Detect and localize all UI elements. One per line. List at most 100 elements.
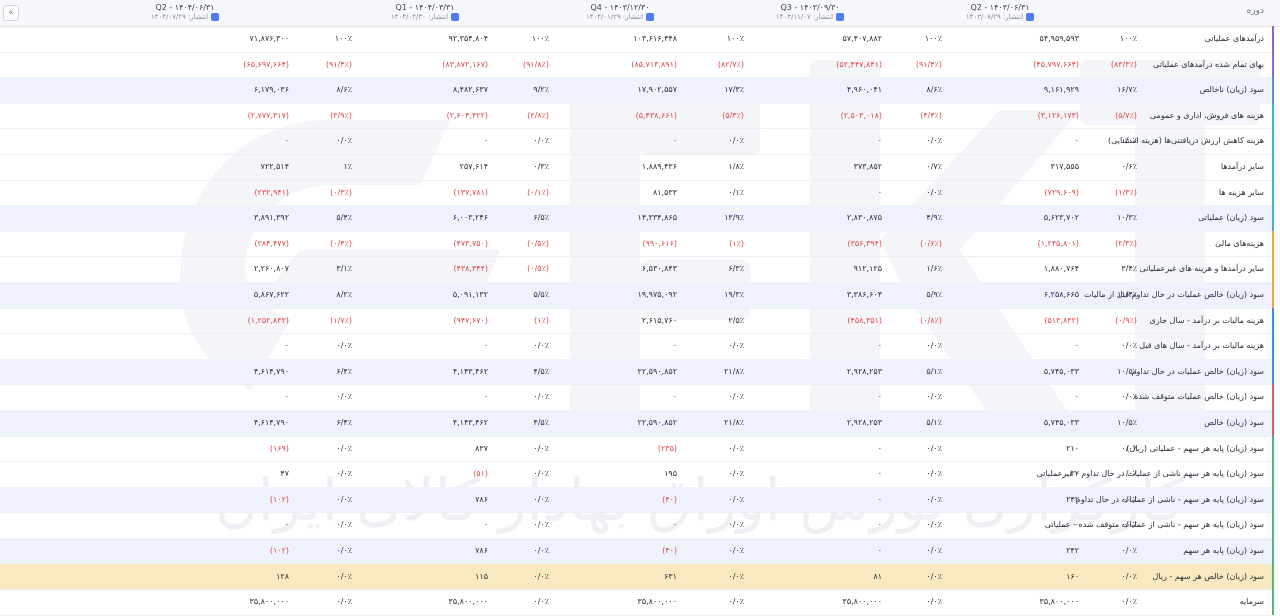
cell-percent: ۰/۰٪ (533, 136, 549, 146)
table-row[interactable]: سود (زیان) خالص عملیات در حال تداوم قبل … (0, 282, 1274, 309)
cell-percent: (۲/۳٪) (1115, 238, 1137, 248)
table-row[interactable]: سود (زیان) پایه هر سهم ناشی از عملیات در… (0, 461, 1274, 488)
row-label: سایر هزینه ها (1218, 187, 1264, 197)
cell-percent: ۰/۰٪ (336, 341, 352, 351)
cell-value: (۵۱) (473, 469, 488, 479)
cell-value: (۳۵۶,۳۹۴) (847, 238, 882, 248)
column-header-0[interactable]: Q2 - ۱۴۰۴/۰۶/۳۱ انتشار: ۱۴۰۴/۰۷/۲۹ (90, 3, 280, 22)
cell-value: ۰ (483, 341, 488, 351)
cell-value: ۰ (672, 341, 677, 351)
table-row[interactable]: بهای تمام شده درآمدهای عملیاتی (۸۳/۳٪) (۴۵… (0, 51, 1274, 79)
cell-value: ۱۴,۳۳۴,۸۶۵ (637, 213, 677, 223)
cell-percent: ۰/۰٪ (336, 520, 352, 530)
cell-value: ۰ (483, 136, 488, 146)
row-label: درآمدهای عملیاتی (1204, 34, 1264, 43)
column-header-4[interactable]: Q2 - ۱۴۰۳/۰۶/۳۱ انتشار: ۱۴۰۳/۰۷/۲۹ (905, 3, 1095, 22)
cell-percent: ۰/۰٪ (533, 443, 549, 453)
table-row[interactable]: سود (زیان) عملیاتی ۱۰/۳٪ ۵,۶۲۳,۷۰۲ ۴/۹٪ ۲,۸۳… (0, 205, 1274, 232)
cell-value: ۲,۹۲۸,۲۵۳ (846, 366, 882, 376)
column-header-3[interactable]: Q3 - ۱۴۰۳/۰۹/۳۰ انتشار: ۱۴۰۳/۱۱/۰۷ (715, 3, 905, 22)
table-row[interactable]: سایر درآمدها ۰/۶٪ ۳۱۷,۵۵۵ ۰/۷٪ ۳۷۳,۸۵۲ ۱/۸٪ ۱,… (0, 154, 1274, 181)
column-header-1[interactable]: Q1 - ۱۴۰۴/۰۳/۳۱ انتشار: ۱۴۰۴/۰۴/۳۰ (330, 3, 520, 22)
cell-percent: ۱۰/۵٪ (1117, 366, 1137, 376)
cell-percent: ۰/۰٪ (336, 546, 352, 555)
row-label: سایر درآمدها (1220, 162, 1264, 171)
cell-value: ۵۴,۹۵۹,۵۹۳ (1039, 34, 1079, 43)
cell-percent: (۹۱/۸٪) (522, 59, 549, 69)
table-row[interactable]: سود (زیان) خالص ۱۰/۵٪ ۵,۷۴۵,۰۳۳ ۵/۱٪ ۲,۹۲۸,۲… (0, 410, 1274, 437)
cell-value: ۸,۴۸۲,۶۳۷ (452, 85, 488, 95)
cell-value: (۲,۵۰۳,۰۱۸) (840, 110, 882, 120)
table-row[interactable]: سود (زیان) ناخالص ۱۶/۷٪ ۹,۱۶۱,۹۲۹ ۸/۶٪ ۴,۹۶۰… (0, 77, 1274, 104)
table-row[interactable]: سود (زیان) خالص عملیات در حال تداوم ۱۰/۵٪… (0, 358, 1274, 386)
cell-percent: ۰/۰٪ (1121, 520, 1137, 530)
cell-percent: ۱٪ (343, 162, 352, 171)
cell-value: ۶۳۱ (664, 571, 677, 581)
cell-value: ۰ (284, 520, 289, 530)
table-row[interactable]: هزینه مالیات بر درآمد - سال های قبل ۰/۰٪ ۰… (0, 333, 1274, 360)
row-accent-bar (1272, 410, 1274, 436)
cell-value: ۰ (877, 187, 882, 197)
row-accent-bar (1272, 538, 1274, 564)
table-row[interactable]: هزینه کاهش ارزش دریافتنی‌ها (هزینه استثن… (0, 128, 1274, 155)
table-row[interactable]: سود (زیان) خالص عملیات متوقف شده ۰/۰٪ ۰ ۰/۰… (0, 384, 1274, 411)
table-row[interactable]: درآمدهای عملیاتی ۱۰۰٪ ۵۴,۹۵۹,۵۹۳ ۱۰۰٪ ۵۷,۴۰۷… (0, 26, 1274, 53)
cell-percent: (۰/۳٪) (330, 187, 352, 197)
cell-value: ۱,۸۸۰,۷۶۴ (1043, 264, 1079, 274)
table-row[interactable]: سرمایه ۰/۰٪ ۳۵,۸۰۰,۰۰۰ ۰/۰٪ ۳۵,۸۰۰,۰۰۰ ۰/۰٪ ۳۵… (0, 589, 1274, 616)
cell-value: ۲۲,۵۹۰,۸۵۲ (637, 366, 677, 376)
column-publish-date: انتشار: ۱۴۰۳/۰۷/۲۹ (905, 12, 1095, 22)
table-row[interactable]: سود (زیان) پایه هر سهم - عملیاتی (ریال) ۰… (0, 435, 1274, 463)
column-header-2[interactable]: Q4 - ۱۴۰۳/۱۲/۳۰ انتشار: ۱۴۰۴/۰۱/۲۹ (525, 3, 715, 22)
cell-percent: ۶/۴٪ (336, 418, 352, 427)
row-label: سود (زیان) خالص عملیات متوقف شده (1134, 392, 1264, 402)
publish-date-text: انتشار: ۱۴۰۳/۱۱/۰۷ (775, 13, 834, 21)
cell-value: ۹۱۲,۱۲۵ (853, 264, 882, 274)
cell-value: ۹۲,۳۵۴,۸۰۴ (448, 34, 488, 43)
table-row[interactable]: سود (زیان) پایه هر سهم - ناشی از عملیات … (0, 512, 1274, 539)
cell-percent: ۰/۰٪ (336, 469, 352, 479)
cell-percent: ۰/۰٪ (926, 392, 942, 402)
collapse-icon[interactable]: « (3, 5, 19, 21)
table-row[interactable]: سود (زیان) خالص هر سهم - ریال ۰/۰٪ ۱۶۰ ۰/۰٪… (0, 563, 1274, 591)
cell-percent: ۱۰/۳٪ (1117, 213, 1137, 223)
table-row[interactable]: سایر درآمدها و هزینه های غیرعملیاتی ۳/۴٪ ۱… (0, 256, 1274, 283)
cell-percent: ۰/۰٪ (1121, 341, 1137, 351)
cell-value: ۲۲,۵۹۰,۸۵۲ (637, 418, 677, 427)
cell-percent: ۰/۰٪ (336, 136, 352, 146)
row-accent-bar (1272, 205, 1274, 231)
row-accent-bar (1272, 179, 1274, 206)
cell-percent: ۴/۵٪ (533, 366, 549, 376)
table-row[interactable]: هزینه‌های مالی (۲/۳٪) (۱,۲۴۵,۸۰۱) (۰/۶٪) (۳۵… (0, 230, 1274, 258)
cell-value: ۰ (1074, 341, 1079, 351)
cell-value: ۵۷,۴۰۷,۸۸۲ (842, 34, 882, 43)
cell-percent: ۰/۰٪ (1121, 443, 1137, 453)
cell-value: (۵۱۳,۸۳۲) (1044, 315, 1079, 325)
row-label: سایر درآمدها و هزینه های غیرعملیاتی (1139, 264, 1264, 274)
table-row[interactable]: هزینه مالیات بر درآمد - سال جاری (۰/۹٪) (۵… (0, 307, 1274, 335)
cell-percent: ۱۱/۴٪ (1117, 290, 1137, 299)
cell-percent: (۰/۹٪) (1115, 315, 1137, 325)
cell-value: ۵,۶۲۳,۷۰۲ (1043, 213, 1079, 223)
table-row[interactable]: سود (زیان) پایه هر سهم ۰/۰٪ ۲۴۲ ۰/۰٪ ۰ ۰/۰٪ (۴… (0, 538, 1274, 565)
cell-value: ۰ (672, 392, 677, 402)
row-label: سود (زیان) خالص (1204, 418, 1264, 427)
cell-value: ۰ (284, 341, 289, 351)
cell-percent: ۴/۹٪ (926, 213, 942, 223)
table-row[interactable]: هزینه های فروش، اداری و عمومی (۵/۷٪) (۳,۱۲… (0, 102, 1274, 130)
cell-value: ۴,۶۱۴,۷۹۰ (253, 418, 289, 427)
cell-value: (۳,۱۲۶,۱۷۳) (1037, 110, 1079, 120)
cell-percent: (۱/۷٪) (330, 315, 352, 325)
table-row[interactable]: سایر هزینه ها (۱/۳٪) (۷۲۹,۶۰۹) ۰/۰٪ ۰ ۰/۱٪ ۸۱,… (0, 179, 1274, 207)
cell-value: ۲۴۲ (1066, 494, 1079, 504)
cell-value: ۵,۸۶۷,۶۲۲ (253, 290, 289, 299)
cell-value: ۰ (877, 392, 882, 402)
calendar-icon (1026, 13, 1035, 21)
cell-percent: ۰/۰٪ (1121, 469, 1137, 479)
cell-value: (۴۳۸,۳۴۴) (453, 264, 488, 274)
row-accent-bar (1272, 512, 1274, 538)
cell-value: ۰ (877, 520, 882, 530)
cell-value: ۲۱۰ (1066, 443, 1079, 453)
row-label: هزینه‌های مالی (1215, 238, 1264, 248)
table-row[interactable]: سود (زیان) پایه هر سهم - ناشی از عملیات … (0, 486, 1274, 514)
